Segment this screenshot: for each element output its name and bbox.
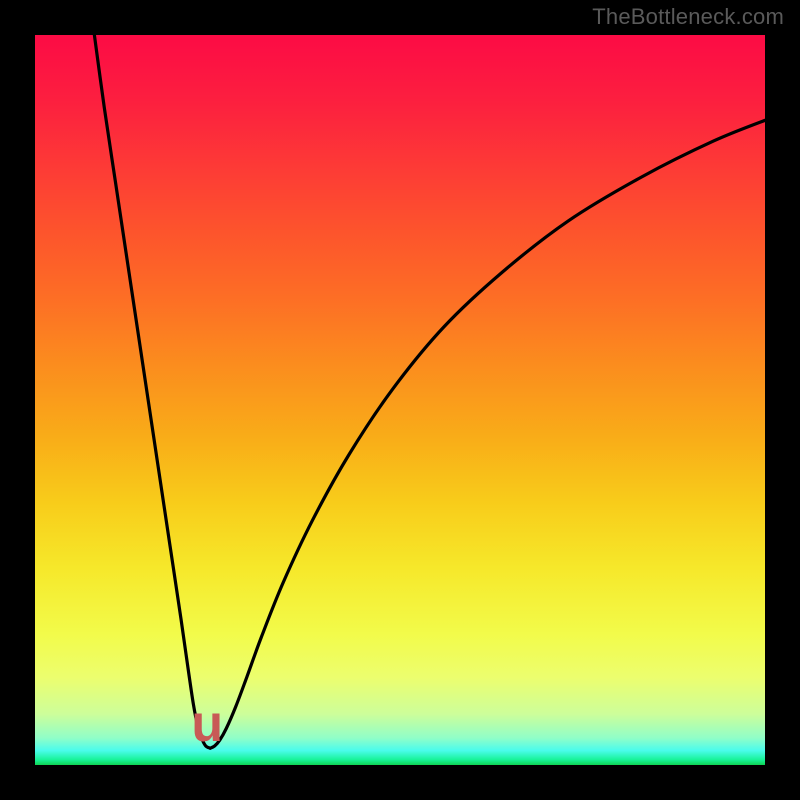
right-curve <box>210 119 765 748</box>
watermark-text: TheBottleneck.com <box>592 4 784 30</box>
bottleneck-plot: u <box>35 35 765 765</box>
curve-layer <box>35 35 765 765</box>
left-curve <box>93 35 210 748</box>
